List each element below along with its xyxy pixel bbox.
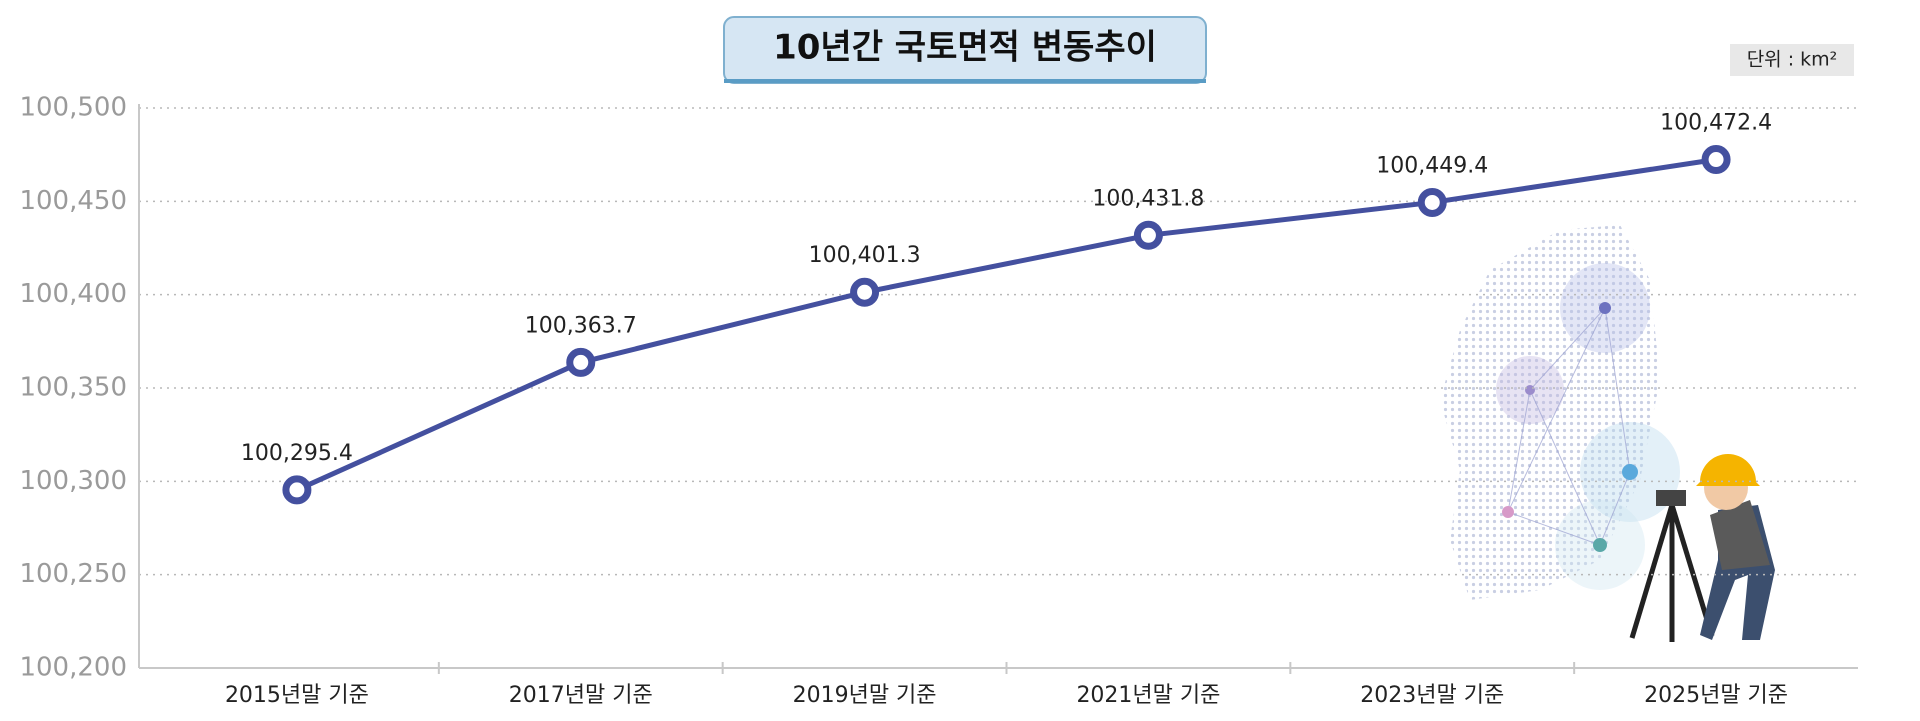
y-tick-label: 100,500	[19, 93, 127, 123]
marker	[1133, 220, 1163, 250]
y-tick-label: 100,300	[19, 466, 127, 496]
x-tick-label: 2017년말 기준	[509, 683, 653, 708]
value-label: 100,431.8	[1092, 186, 1204, 211]
value-label: 100,401.3	[809, 243, 921, 268]
decoration	[1440, 225, 1775, 642]
y-tick-label: 100,350	[19, 373, 127, 403]
x-tick-label: 2015년말 기준	[225, 683, 369, 708]
marker	[1417, 187, 1447, 217]
marker	[850, 277, 880, 307]
value-label: 100,449.4	[1376, 153, 1488, 178]
value-label: 100,295.4	[241, 441, 353, 466]
y-tick-label: 100,250	[19, 559, 127, 589]
y-tick-label: 100,200	[19, 653, 127, 683]
chart-title: 10년간 국토면적 변동추이	[773, 28, 1157, 68]
marker	[1701, 145, 1731, 175]
marker	[566, 347, 596, 377]
x-tick-label: 2025년말 기준	[1644, 683, 1788, 708]
unit-box	[1730, 44, 1854, 76]
y-tick-label: 100,400	[19, 279, 127, 309]
line	[295, 157, 1717, 493]
y-tick-label: 100,450	[19, 186, 127, 216]
x-tick-label: 2023년말 기준	[1360, 683, 1504, 708]
x-tick-label: 2019년말 기준	[793, 683, 937, 708]
title-underline	[724, 79, 1206, 83]
marker	[282, 475, 312, 505]
value-label: 100,363.7	[525, 313, 637, 338]
x-tick-label: 2021년말 기준	[1076, 683, 1220, 708]
unit-label: 단위 : km²	[1747, 49, 1838, 71]
value-label: 100,472.4	[1660, 111, 1772, 136]
